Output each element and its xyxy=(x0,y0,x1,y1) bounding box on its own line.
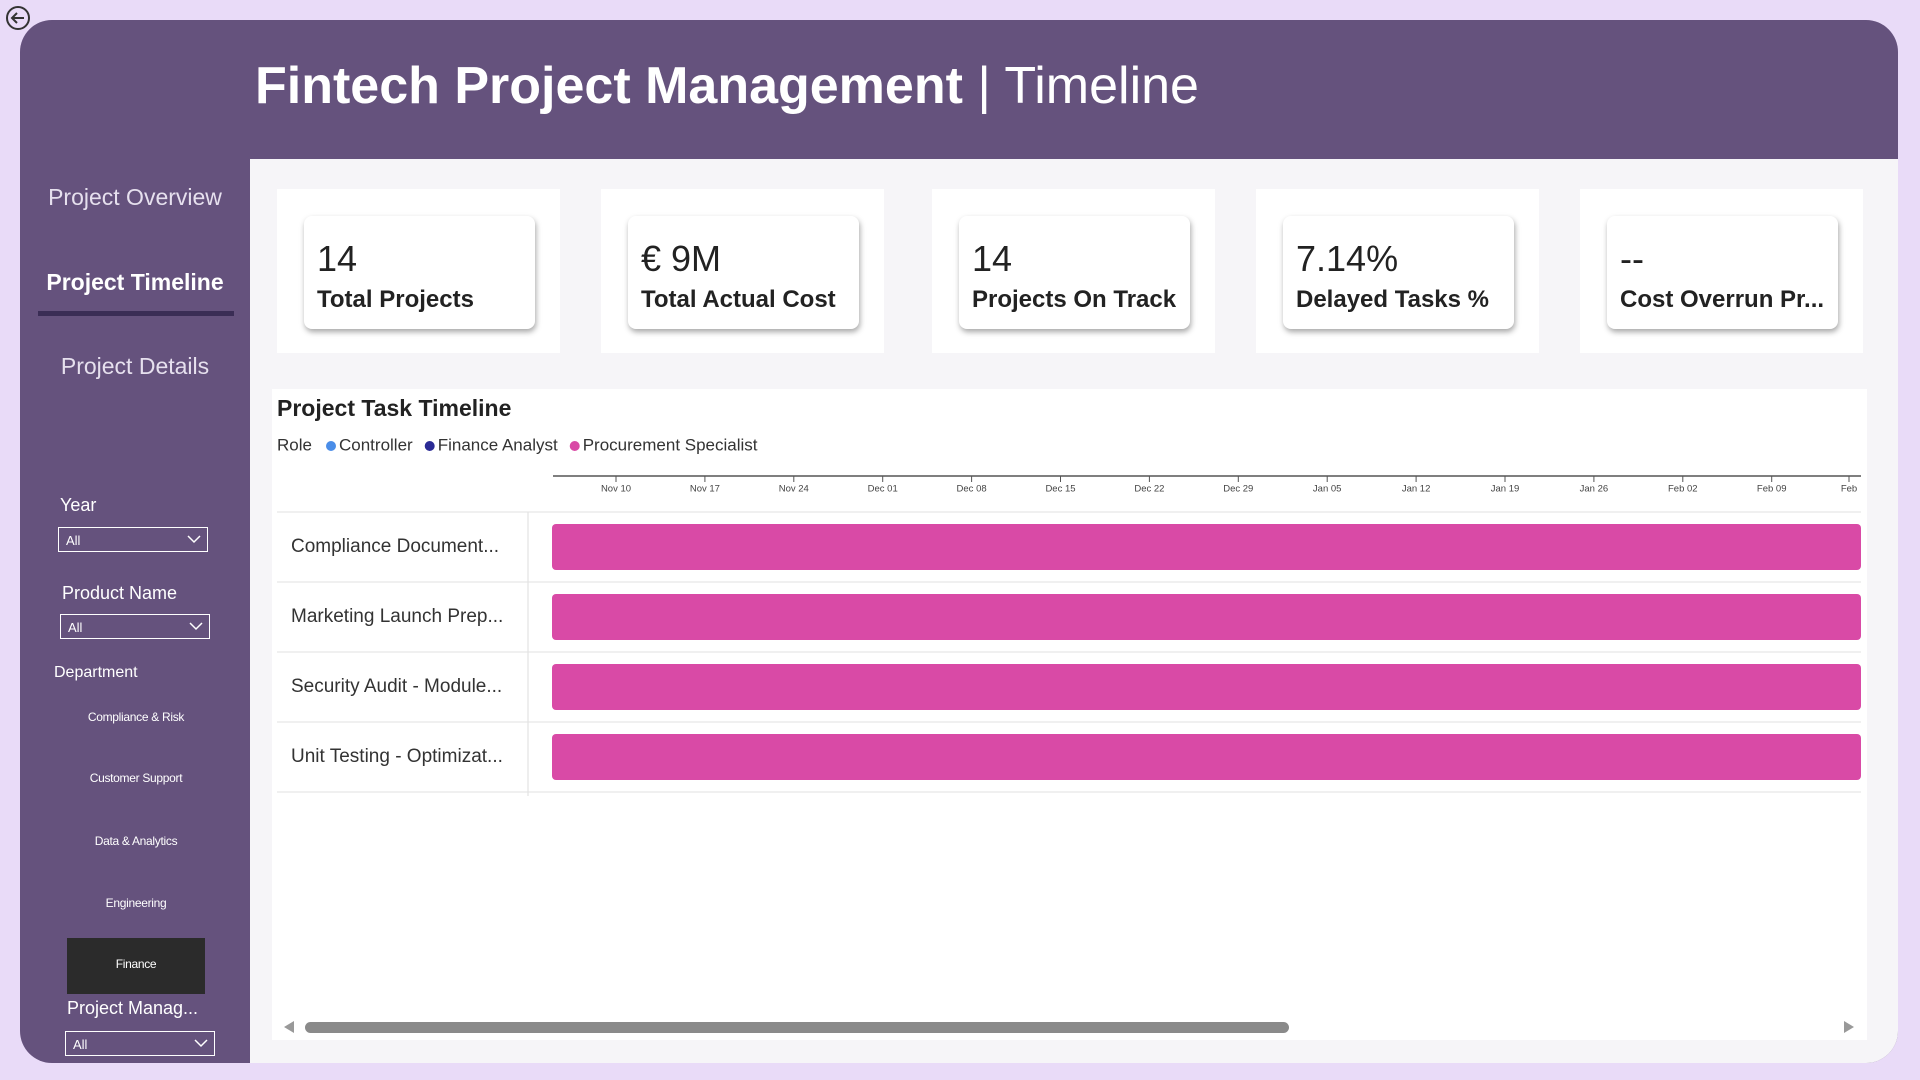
dropdown-value: All xyxy=(68,620,83,635)
axis-tick-label: Dec 01 xyxy=(868,484,898,495)
axis-tick-label: Feb xyxy=(1841,484,1857,495)
legend-dot xyxy=(569,441,580,451)
kpi-card: -- Cost Overrun Pr... xyxy=(1580,189,1863,353)
nav-item[interactable]: Project Details xyxy=(60,353,210,379)
nav-underline xyxy=(38,311,234,316)
axis-tick-label: Jan 19 xyxy=(1491,484,1520,495)
header-subtitle: Timeline xyxy=(1004,57,1199,115)
back-button[interactable] xyxy=(4,4,32,32)
dropdown-value: All xyxy=(66,533,81,548)
nav-item[interactable]: Project Timeline xyxy=(46,269,224,295)
axis-tick-label: Jan 12 xyxy=(1402,484,1431,495)
kpi-label: Total Projects xyxy=(317,286,474,313)
scroll-right[interactable] xyxy=(1844,1021,1854,1033)
kpi-label: Cost Overrun Pr... xyxy=(1620,286,1825,313)
selected-department xyxy=(67,938,205,994)
task-name[interactable]: Compliance Document... xyxy=(291,536,499,557)
legend-label[interactable]: Finance Analyst xyxy=(438,435,558,454)
kpi-label: Total Actual Cost xyxy=(641,286,836,313)
filter-label: Year xyxy=(60,495,97,515)
scroll-left[interactable] xyxy=(284,1021,294,1033)
dropdown[interactable]: All xyxy=(58,527,208,552)
kpi-card: 14 Total Projects xyxy=(277,189,560,353)
axis-tick-label: Jan 26 xyxy=(1580,484,1609,495)
filter-label: Project Manag... xyxy=(67,998,199,1018)
chevron xyxy=(194,1039,208,1048)
kpi-card: 14 Projects On Track xyxy=(932,189,1215,353)
header-title: Fintech Project Management xyxy=(255,57,963,115)
legend-title: Role xyxy=(277,435,312,454)
dropdown[interactable]: All xyxy=(65,1031,215,1056)
kpi-card-inner: € 9M Total Actual Cost xyxy=(628,216,859,329)
axis-tick-label: Feb 02 xyxy=(1668,484,1698,495)
axis-tick-label: Dec 22 xyxy=(1134,484,1164,495)
axis-tick-label: Dec 15 xyxy=(1045,484,1075,495)
kpi-value: € 9M xyxy=(641,238,722,279)
kpi-value: 14 xyxy=(972,238,1013,279)
task-bar[interactable] xyxy=(552,594,1861,640)
axis-tick-label: Dec 08 xyxy=(957,484,987,495)
timeline-title: Project Task Timeline xyxy=(277,395,511,421)
dropdown-value: All xyxy=(73,1037,88,1052)
kpi-value: 7.14% xyxy=(1296,238,1399,279)
legend-dot xyxy=(424,441,435,451)
chevron xyxy=(189,622,203,631)
axis-tick-label: Nov 24 xyxy=(779,484,809,495)
axis-tick-label: Nov 17 xyxy=(690,484,720,495)
kpi-value: 14 xyxy=(317,238,358,279)
kpi-card: 7.14% Delayed Tasks % xyxy=(1256,189,1539,353)
department-item[interactable]: Customer Support xyxy=(89,771,183,785)
header: Fintech Project Management | Timeline xyxy=(255,56,1199,116)
nav-item[interactable]: Project Overview xyxy=(48,184,222,210)
chevron xyxy=(187,535,201,544)
legend-label[interactable]: Procurement Specialist xyxy=(583,435,758,454)
task-bar[interactable] xyxy=(552,734,1861,780)
kpi-card-inner: 14 Total Projects xyxy=(304,216,535,329)
task-name[interactable]: Security Audit - Module... xyxy=(291,676,502,697)
kpi-card: € 9M Total Actual Cost xyxy=(601,189,884,353)
department-item[interactable]: Data & Analytics xyxy=(94,834,178,848)
axis-tick-label: Nov 10 xyxy=(601,484,631,495)
task-bar[interactable] xyxy=(552,524,1861,570)
axis-tick-label: Feb 09 xyxy=(1757,484,1787,495)
kpi-card-inner: -- Cost Overrun Pr... xyxy=(1607,216,1838,329)
task-name[interactable]: Marketing Launch Prep... xyxy=(291,606,503,627)
axis-tick-label: Dec 29 xyxy=(1223,484,1253,495)
timeline-panel xyxy=(272,389,1867,1040)
kpi-value: -- xyxy=(1620,238,1644,279)
department-item[interactable]: Finance xyxy=(115,957,157,971)
kpi-label: Delayed Tasks % xyxy=(1296,286,1489,313)
kpi-card-inner: 7.14% Delayed Tasks % xyxy=(1283,216,1514,329)
axis-tick-label: Jan 05 xyxy=(1313,484,1342,495)
task-bar[interactable] xyxy=(552,664,1861,710)
kpi-card-inner: 14 Projects On Track xyxy=(959,216,1190,329)
legend-dot xyxy=(326,441,336,451)
filter-label: Department xyxy=(54,664,138,681)
department-item[interactable]: Engineering xyxy=(105,896,167,910)
filter-label: Product Name xyxy=(62,583,178,603)
legend-label[interactable]: Controller xyxy=(339,435,413,454)
scroll-thumb[interactable] xyxy=(305,1022,1289,1033)
header-separator: | xyxy=(977,57,991,115)
task-name[interactable]: Unit Testing - Optimizat... xyxy=(291,746,503,767)
dropdown[interactable]: All xyxy=(60,614,210,639)
kpi-label: Projects On Track xyxy=(972,286,1177,313)
department-item[interactable]: Compliance & Risk xyxy=(87,710,185,724)
